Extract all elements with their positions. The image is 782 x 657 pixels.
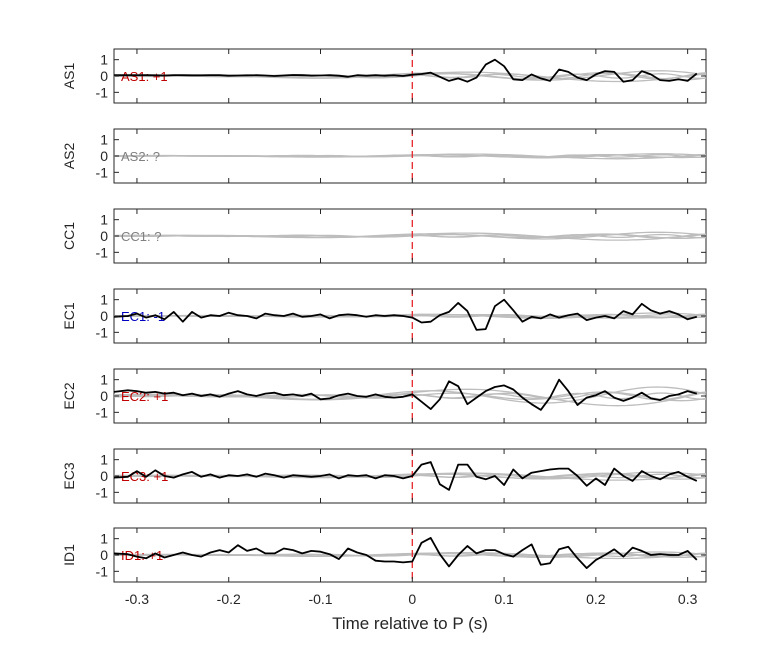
panel-ylabel: EC3: [61, 462, 77, 489]
y-tick-label: 0: [100, 468, 108, 484]
y-tick-label: 1: [100, 531, 108, 547]
y-tick-label: -1: [96, 404, 109, 420]
panel-ylabel: EC2: [61, 382, 77, 409]
x-tick-label: 0: [408, 591, 416, 607]
waveform-trace-ec1: [113, 298, 698, 331]
y-tick-label: 0: [100, 68, 108, 84]
station-polarity-label: ID1: +1: [121, 548, 163, 563]
x-axis-label: Time relative to P (s): [332, 614, 488, 633]
station-polarity-label: EC2: +1: [121, 389, 168, 404]
waveform-trace-id1: [113, 537, 698, 569]
y-tick-label: 1: [100, 132, 108, 148]
background-trace: [114, 552, 706, 558]
y-tick-label: 1: [100, 212, 108, 228]
station-polarity-label: AS2: ?: [121, 149, 160, 164]
y-tick-label: 0: [100, 308, 108, 324]
y-tick-label: 0: [100, 148, 108, 164]
x-tick-label: 0.1: [494, 591, 514, 607]
y-tick-label: -1: [96, 563, 109, 579]
y-tick-label: -1: [96, 84, 109, 100]
y-tick-label: 0: [100, 547, 108, 563]
background-trace: [114, 473, 706, 479]
panel-ylabel: EC1: [61, 302, 77, 329]
y-tick-label: -1: [96, 324, 109, 340]
y-tick-label: 1: [100, 372, 108, 388]
waveform-trace-ec2: [113, 378, 698, 411]
y-tick-label: -1: [96, 484, 109, 500]
panel-ylabel: AS2: [61, 143, 77, 170]
waveform-trace-as1: [114, 58, 698, 83]
background-trace: [114, 154, 706, 158]
y-tick-label: 0: [100, 228, 108, 244]
background-trace: [114, 233, 706, 239]
panel-ylabel: ID1: [61, 544, 77, 566]
y-tick-label: -1: [96, 164, 109, 180]
panel-ylabel: CC1: [61, 222, 77, 250]
station-polarity-label: AS1: +1: [121, 69, 168, 84]
station-polarity-label: CC1: ?: [121, 229, 161, 244]
waveform-trace-ec3: [113, 461, 698, 491]
x-tick-label: 0.3: [678, 591, 698, 607]
y-tick-label: 0: [100, 388, 108, 404]
x-tick-label: -0.3: [125, 591, 149, 607]
y-tick-label: 1: [100, 292, 108, 308]
x-tick-label: -0.2: [217, 591, 241, 607]
x-tick-label: -0.1: [308, 591, 332, 607]
y-tick-label: 1: [100, 52, 108, 68]
x-tick-label: 0.2: [586, 591, 606, 607]
panel-ylabel: AS1: [61, 63, 77, 90]
y-tick-label: 1: [100, 452, 108, 468]
y-tick-label: -1: [96, 244, 109, 260]
